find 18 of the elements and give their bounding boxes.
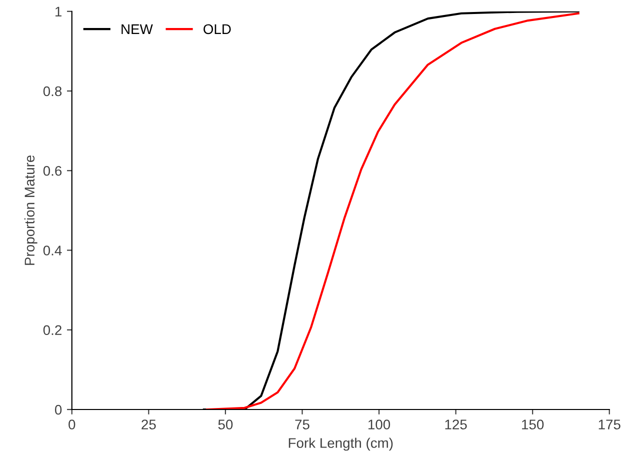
legend-label: NEW [122, 24, 153, 34]
y-tick-label: 0 [54, 404, 62, 415]
x-tick-label: 0 [68, 420, 76, 430]
x-tick-label: 150 [522, 420, 544, 430]
legend-label: OLD [204, 24, 231, 34]
x-tick-label: 175 [598, 420, 620, 430]
y-tick-label: 0.2 [43, 325, 62, 336]
x-tick-label: 75 [295, 420, 310, 430]
y-tick-label: 0.6 [43, 166, 62, 176]
x-axis-title: Fork Length (cm) [288, 438, 393, 451]
y-tick-label: 0.8 [43, 86, 62, 96]
y-tick-label: 1 [55, 6, 62, 16]
x-tick-label: 50 [218, 420, 233, 430]
x-tick-label: 25 [142, 420, 156, 430]
y-tick-label: 0.4 [43, 246, 62, 256]
x-tick-label: 100 [368, 420, 390, 430]
x-tick-label: 125 [445, 420, 467, 430]
y-axis-title: Proportion Mature [24, 155, 38, 265]
